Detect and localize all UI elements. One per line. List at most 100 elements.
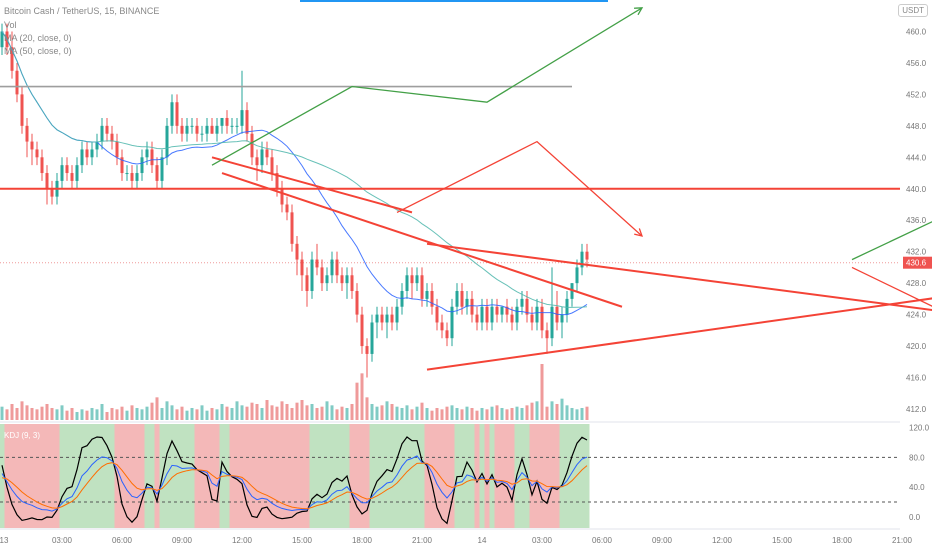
candle-body xyxy=(230,125,234,127)
volume-bar xyxy=(125,410,129,420)
volume-bar xyxy=(15,408,19,420)
price-tick-label: 424.0 xyxy=(906,311,927,320)
candle-body xyxy=(565,298,569,315)
price-tick-label: 448.0 xyxy=(906,122,927,131)
candle-body xyxy=(180,125,184,134)
price-tick-label: 444.0 xyxy=(906,153,927,162)
volume-bar xyxy=(20,401,24,420)
drawings[interactable] xyxy=(0,7,932,371)
volume-bar xyxy=(580,408,584,420)
candle-body xyxy=(210,125,214,134)
volume-bar xyxy=(35,409,39,420)
volume-bar xyxy=(535,401,539,420)
time-tick-label: 03:00 xyxy=(52,536,73,545)
candle-body xyxy=(535,306,539,323)
candle-body xyxy=(110,133,114,142)
candle-body xyxy=(50,188,54,197)
volume-bar xyxy=(510,408,514,420)
volume-bar xyxy=(370,404,374,420)
candle-body xyxy=(30,141,34,150)
candle-body xyxy=(540,306,544,331)
candle-body xyxy=(490,306,494,323)
candle-body xyxy=(20,94,24,126)
kdj-band xyxy=(369,424,425,528)
volume-bar xyxy=(100,404,104,420)
volume-bar xyxy=(145,406,149,420)
candle-body xyxy=(500,306,504,315)
volume-bar xyxy=(235,401,239,420)
volume-bar xyxy=(5,409,9,420)
kdj-band xyxy=(114,424,145,528)
candle-body xyxy=(520,298,524,307)
volume-bar xyxy=(340,406,344,420)
candle-body xyxy=(395,306,399,323)
price-tick-label: 452.0 xyxy=(906,90,927,99)
volume-bar xyxy=(190,408,194,420)
volume-bar xyxy=(315,408,319,420)
volume-bar xyxy=(385,401,389,420)
volume-bar xyxy=(565,405,569,420)
kdj-axis: 120.0 80.0 40.0 0.0 xyxy=(909,424,930,522)
price-tick-label: 412.0 xyxy=(906,405,927,414)
volume-bar xyxy=(430,410,434,420)
volume-bar xyxy=(60,405,64,420)
candle-body xyxy=(560,314,564,323)
volume-bar xyxy=(575,409,579,420)
kdj-tick-label: 80.0 xyxy=(909,453,925,462)
volume-bar xyxy=(175,409,179,420)
time-tick-label: 09:00 xyxy=(172,536,193,545)
candle-body xyxy=(335,259,339,276)
volume-bar xyxy=(345,408,349,420)
candle-body xyxy=(185,125,189,134)
volume-bar xyxy=(50,408,54,420)
kdj-band xyxy=(494,424,515,528)
candle-body xyxy=(545,330,549,339)
price-tick-label: 428.0 xyxy=(906,279,927,288)
time-tick-label: 15:00 xyxy=(772,536,793,545)
volume-bar xyxy=(405,405,409,420)
price-axis: 460.0 456.0 452.0 448.0 444.0 440.0 436.0 432.0… xyxy=(903,27,932,414)
candle-body xyxy=(330,259,334,276)
candle-body xyxy=(220,117,224,126)
kdj-band xyxy=(559,424,590,528)
volume-bar xyxy=(165,401,169,420)
candle-body xyxy=(95,141,99,150)
candle-body xyxy=(135,173,139,181)
volume-bar xyxy=(570,408,574,420)
candle-body xyxy=(530,314,534,323)
kdj-tick-label: 120.0 xyxy=(909,424,930,433)
moving-averages xyxy=(1,31,588,316)
volume-bar xyxy=(500,408,504,420)
red-projection-path xyxy=(851,266,932,307)
candle-body xyxy=(90,149,94,158)
red-trend-line xyxy=(426,242,932,312)
candle-body xyxy=(250,133,254,158)
candle-body xyxy=(485,306,489,323)
volume-bar xyxy=(210,408,214,420)
volume-bar xyxy=(215,409,219,420)
volume-bar xyxy=(225,406,229,420)
currency-badge[interactable]: USDT xyxy=(898,4,928,17)
volume-bar xyxy=(110,408,114,420)
candle-body xyxy=(150,149,154,166)
candle-body xyxy=(340,275,344,284)
volume-bar xyxy=(45,404,49,420)
volume-bar xyxy=(305,405,309,420)
kdj-band xyxy=(159,424,195,528)
candle-body xyxy=(240,110,244,126)
volume-bar xyxy=(375,406,379,420)
green-projection-path xyxy=(211,7,643,166)
time-tick-label: 06:00 xyxy=(592,536,613,545)
kdj-band xyxy=(349,424,370,528)
candle-body xyxy=(60,165,64,181)
candle-body xyxy=(455,291,459,307)
volume-bar xyxy=(295,402,299,420)
volume-bar xyxy=(65,410,69,420)
volume-bar xyxy=(325,401,329,420)
price-tick-label: 432.0 xyxy=(906,248,927,257)
candle-body xyxy=(170,102,174,126)
time-tick-label: 12:00 xyxy=(232,536,253,545)
candle-body xyxy=(255,157,259,166)
candle-body xyxy=(410,275,414,284)
